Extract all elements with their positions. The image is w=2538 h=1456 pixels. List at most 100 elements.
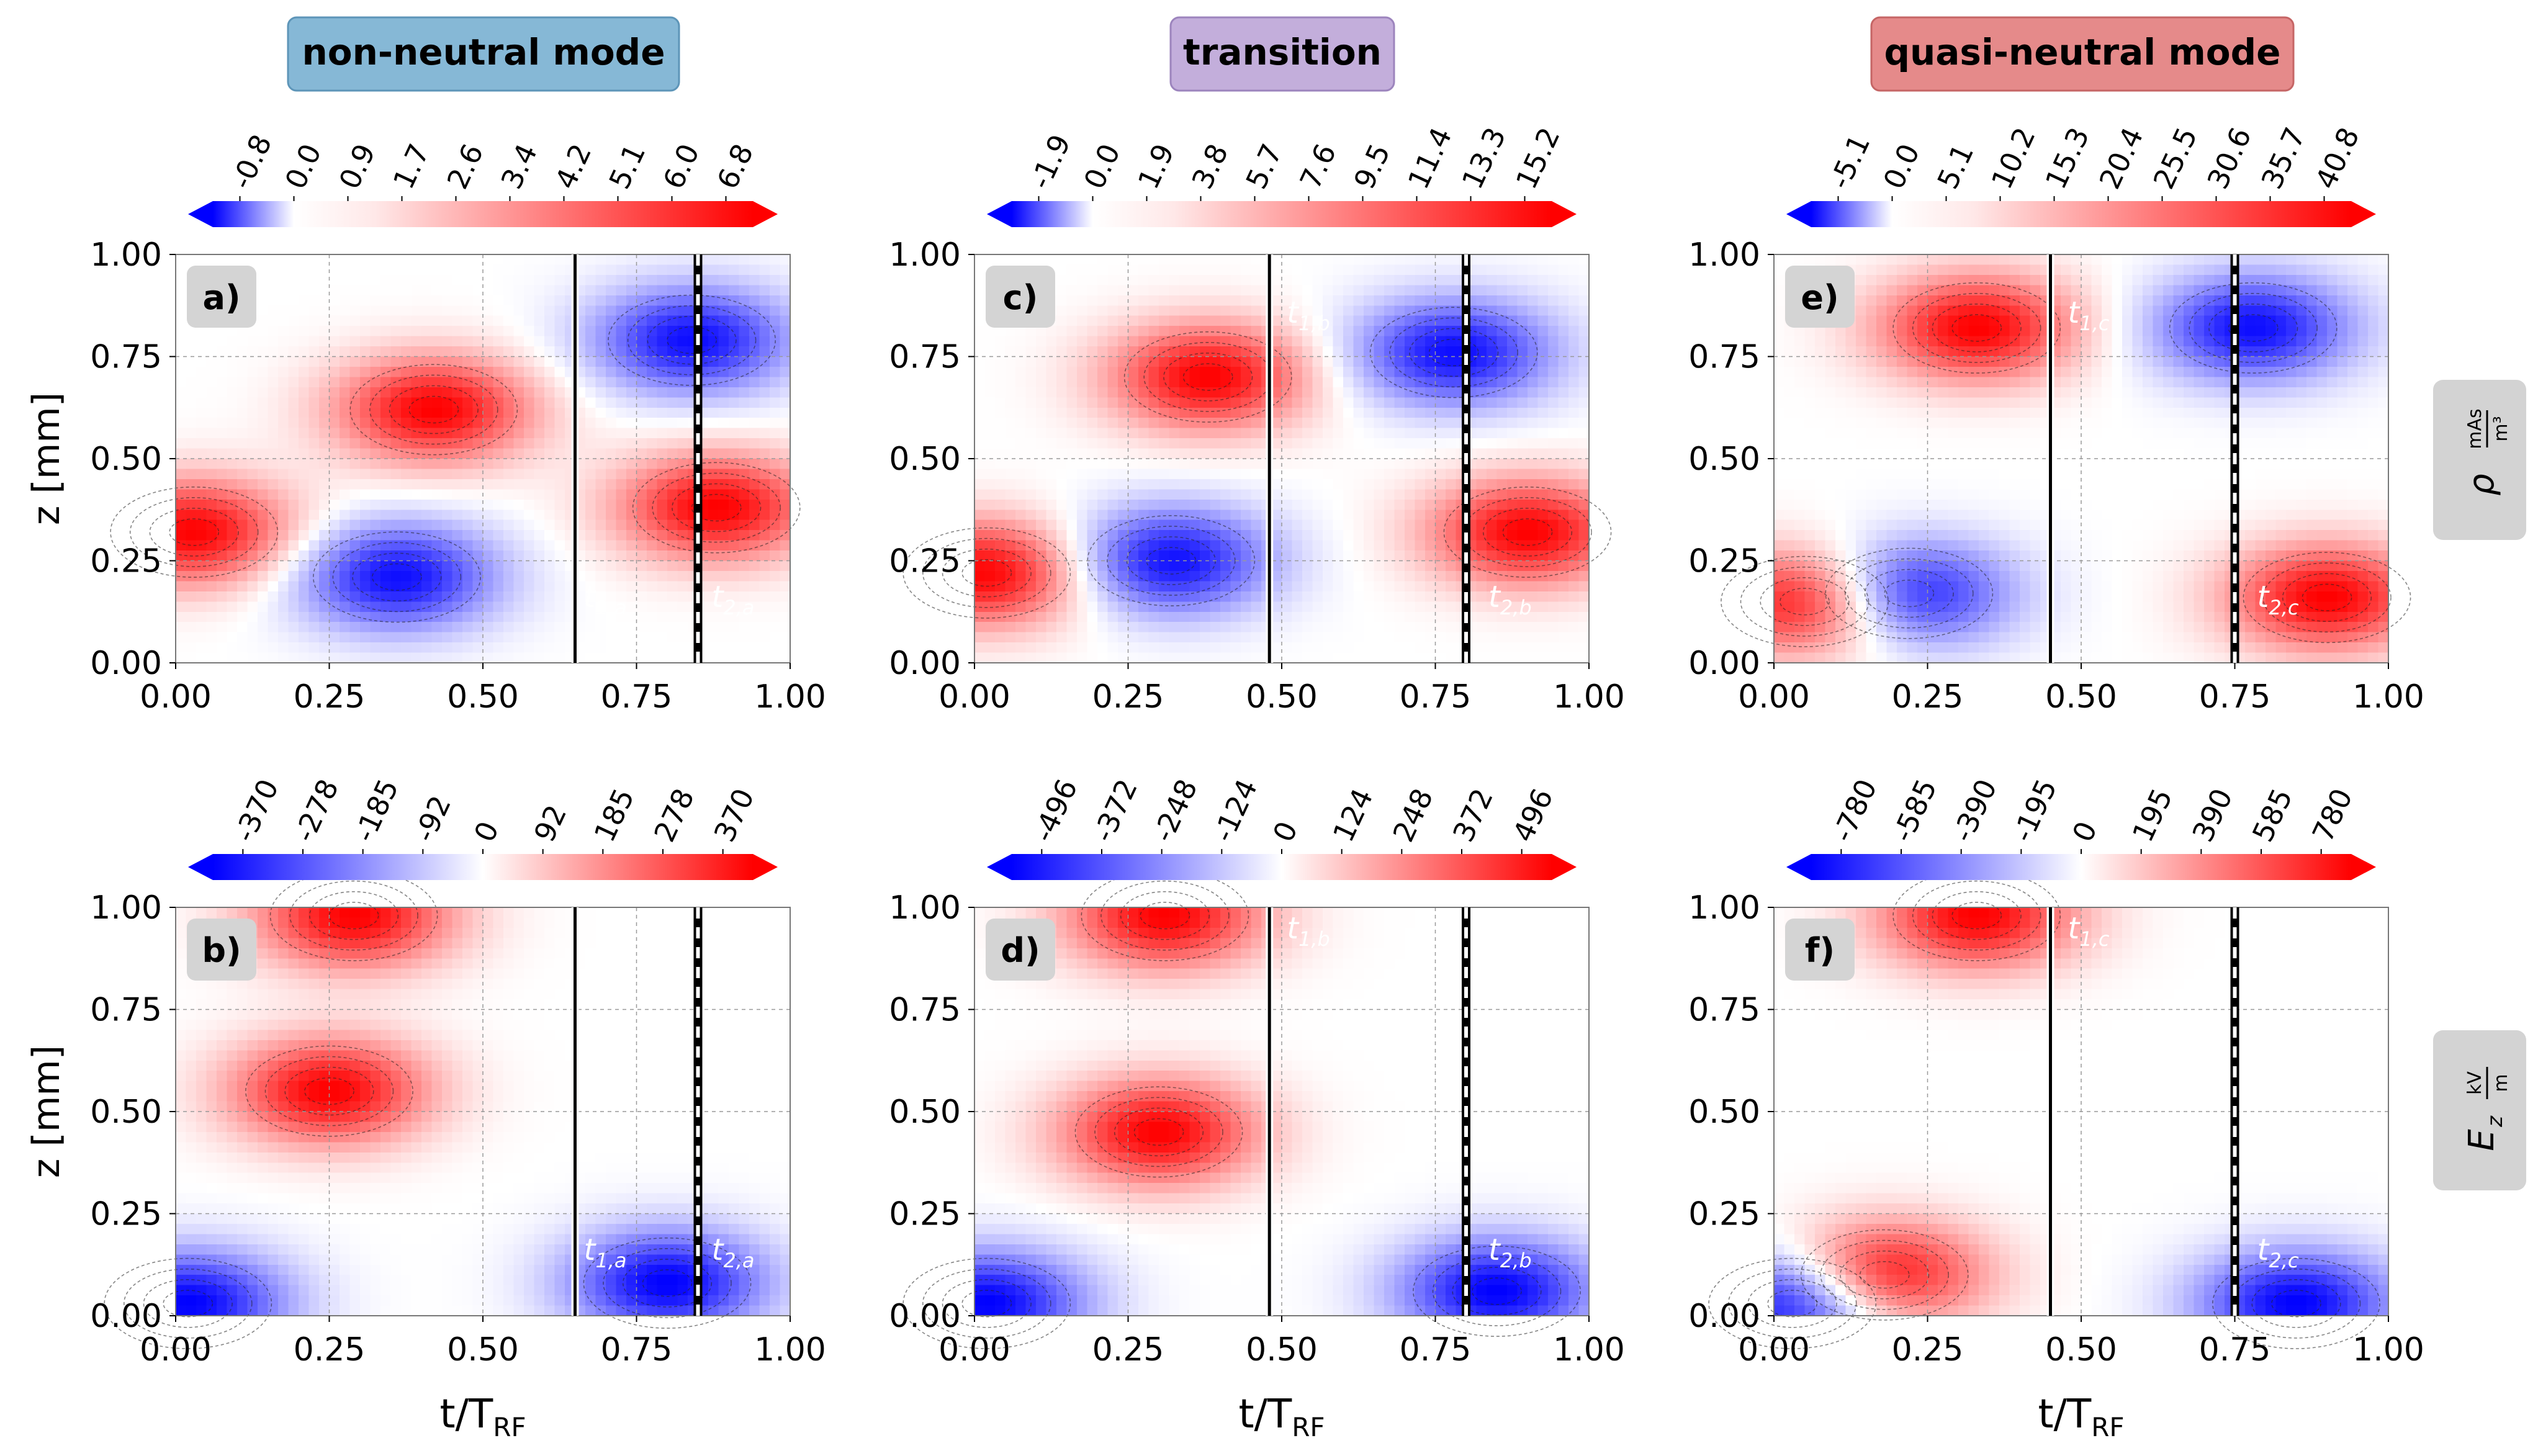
heatmap-cell (380, 1019, 392, 1030)
heatmap-cell (390, 1050, 402, 1061)
heatmap-cell (780, 1193, 791, 1204)
heatmap-cell (247, 1019, 258, 1030)
heatmap-cell (196, 1060, 207, 1071)
heatmap-cell (227, 601, 238, 613)
heatmap-cell (472, 1172, 484, 1184)
heatmap-cell (288, 1112, 299, 1123)
heatmap-cell (442, 570, 453, 582)
heatmap-cell (472, 1203, 484, 1215)
heatmap-cell (452, 285, 463, 296)
heatmap-cell (452, 1275, 463, 1286)
heatmap-cell (340, 285, 351, 296)
heatmap-cell (729, 418, 740, 429)
heatmap-cell (401, 1213, 412, 1225)
heatmap-cell (780, 1223, 791, 1234)
heatmap-cell (196, 530, 207, 541)
heatmap-cell (544, 1244, 556, 1255)
heatmap-cell (657, 1295, 668, 1306)
heatmap-cell (308, 938, 320, 949)
heatmap-cell (585, 1152, 596, 1163)
heatmap-cell (708, 1050, 719, 1061)
heatmap-cell (636, 570, 647, 582)
heatmap-cell (370, 366, 381, 377)
heatmap-cell (616, 591, 627, 602)
heatmap-cells (176, 907, 791, 1316)
heatmap-cell (196, 1295, 207, 1306)
heatmap-cell (729, 999, 740, 1010)
heatmap-cell (370, 1081, 381, 1092)
heatmap-cell (647, 438, 658, 449)
heatmap-cell (431, 1121, 443, 1133)
heatmap-cell (503, 1162, 515, 1174)
heatmap-cell (626, 1213, 637, 1225)
heatmap-cell (749, 274, 760, 285)
heatmap-cell (770, 1213, 781, 1225)
heatmap-cell (176, 336, 187, 347)
panel-letter-bg (187, 266, 256, 328)
heatmap-cell (677, 601, 688, 613)
heatmap-cell (349, 907, 361, 919)
heatmap-cell (258, 611, 269, 622)
heatmap-cell (349, 1060, 361, 1071)
ez-unit-num: kV (2464, 1071, 2486, 1095)
heatmap-cell (513, 407, 524, 418)
heatmap-cell (483, 652, 494, 663)
heatmap-cell (462, 1234, 474, 1245)
heatmap-cell (442, 1254, 453, 1265)
heatmap-cell (278, 285, 289, 296)
heatmap-cell (340, 510, 351, 521)
heatmap-cell (299, 1091, 310, 1102)
heatmap-cell (554, 1213, 565, 1225)
heatmap-cell (657, 999, 668, 1010)
heatmap-cell (217, 407, 228, 418)
heatmap-cell (657, 1112, 668, 1123)
heatmap-cell (462, 927, 474, 938)
heatmap-cell (278, 1203, 289, 1215)
heatmap-cell (513, 601, 524, 613)
heatmap-cell (247, 530, 258, 541)
heatmap-cell (524, 1223, 535, 1234)
heatmap-cell (472, 459, 484, 470)
heatmap-cell (749, 1050, 760, 1061)
heatmap-cell (390, 1040, 402, 1051)
heatmap-cell (554, 305, 565, 317)
x-tick-label: 0.75 (601, 1331, 673, 1368)
heatmap-cell (196, 1112, 207, 1123)
heatmap-cell (411, 438, 422, 449)
heatmap-cell (299, 570, 310, 582)
heatmap-cell (340, 1131, 351, 1143)
heatmap-cell (677, 1112, 688, 1123)
heatmap-cell (534, 1254, 545, 1265)
heatmap-cell (227, 1009, 238, 1020)
heatmap-cell (759, 1112, 770, 1123)
heatmap-cell (729, 948, 740, 959)
heatmap-cell (616, 397, 627, 408)
heatmap-cell (340, 469, 351, 480)
heatmap-cell (308, 601, 320, 613)
colorbar-tick-label: -278 (287, 774, 345, 847)
heatmap-cell (278, 1131, 289, 1143)
heatmap-cell (411, 611, 422, 622)
heatmap-cell (390, 285, 402, 296)
heatmap-cell (759, 550, 770, 562)
heatmap-cell (759, 1264, 770, 1275)
heatmap-cell (708, 1152, 719, 1163)
heatmap-cell (462, 958, 474, 969)
heatmap-cell (554, 366, 565, 377)
heatmap-cell (729, 264, 740, 276)
heatmap-cell (349, 315, 361, 326)
heatmap-cell (780, 1172, 791, 1184)
heatmap-cell (217, 632, 228, 643)
heatmap-cell (503, 948, 515, 959)
heatmap-cell (585, 1030, 596, 1041)
heatmap-cell (186, 336, 197, 347)
heatmap-cell (524, 1040, 535, 1051)
heatmap-cell (544, 377, 556, 388)
heatmap-cell (513, 999, 524, 1010)
heatmap-cell (647, 581, 658, 592)
heatmap-cell (452, 428, 463, 439)
heatmap-cell (534, 979, 545, 990)
heatmap-cell (472, 1101, 484, 1112)
heatmap-cell (380, 540, 392, 551)
heatmap-cell (278, 407, 289, 418)
